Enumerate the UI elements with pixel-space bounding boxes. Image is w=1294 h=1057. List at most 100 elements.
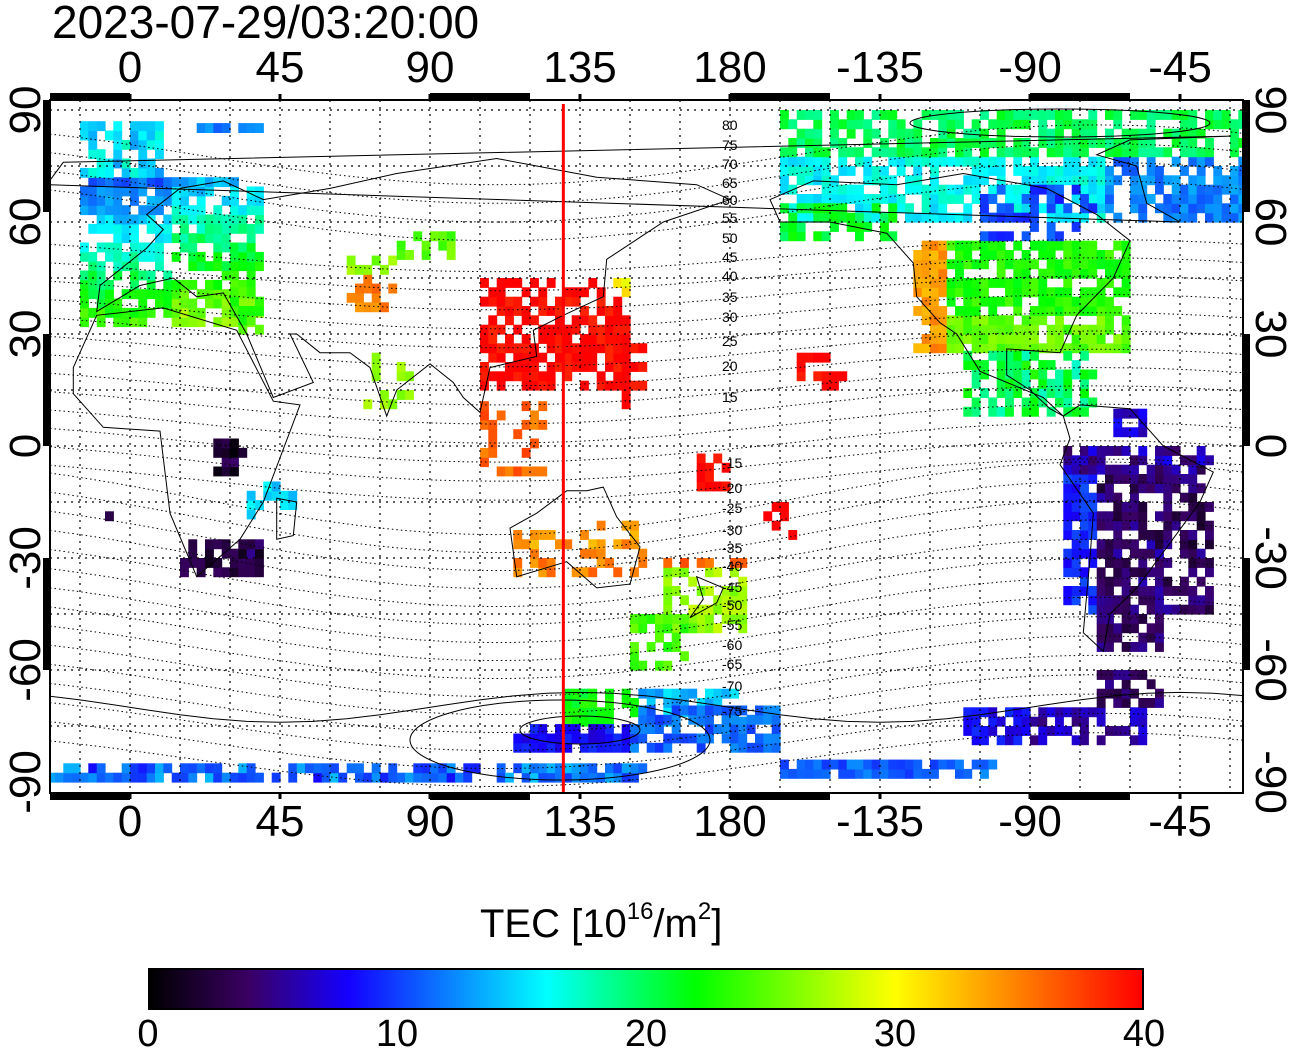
tec-cell: [505, 306, 514, 316]
tec-cell: [1046, 259, 1056, 270]
tec-cell: [1138, 642, 1148, 652]
tec-cell: [513, 352, 523, 363]
tec-cell: [1105, 520, 1114, 531]
tec-cell: [346, 763, 356, 774]
tec-cell: [1121, 343, 1131, 354]
tec-cell: [546, 763, 556, 774]
tec-cell: [971, 369, 981, 380]
tec-cell: [130, 317, 139, 328]
tec-cell: [1063, 530, 1073, 540]
tec-cell: [130, 167, 139, 178]
mlat-contour: [50, 143, 1243, 204]
tec-cell: [171, 214, 181, 225]
tec-cell: [146, 167, 156, 178]
tec-cell: [571, 324, 581, 335]
tec-cell: [1063, 212, 1073, 223]
tec-cell: [863, 194, 873, 204]
tec-cell: [488, 315, 498, 326]
tec-cell: [580, 772, 589, 783]
tec-cell: [205, 558, 214, 568]
frame-band: [1030, 93, 1130, 100]
tec-cell: [313, 772, 323, 783]
tec-cell: [680, 733, 689, 744]
tec-cell: [605, 707, 614, 718]
tec-cell: [955, 156, 964, 167]
tec-cell: [1196, 502, 1206, 512]
tec-cell: [880, 110, 889, 120]
tec-cell: [1071, 222, 1081, 232]
tec-cell: [663, 567, 673, 578]
tec-cell: [1105, 679, 1114, 690]
tec-cell: [1088, 128, 1098, 139]
tec-cell: [1180, 138, 1189, 148]
tec-cell: [1196, 483, 1206, 494]
tec-cell: [680, 705, 689, 716]
tec-cell: [205, 298, 214, 309]
tec-cell: [1138, 632, 1148, 643]
tec-cell: [121, 214, 131, 225]
tec-cell: [1088, 203, 1098, 214]
tec-cell: [621, 772, 631, 783]
tec-cell: [755, 705, 764, 716]
frame-band: [43, 558, 50, 670]
tec-cell: [196, 763, 206, 774]
tec-cell: [938, 119, 948, 130]
tec-cell: [121, 317, 131, 328]
tec-cell: [1113, 530, 1123, 540]
tec-cell: [1230, 212, 1239, 223]
tec-cell: [571, 567, 581, 578]
tec-cell: [1180, 539, 1189, 550]
tec-cell: [1055, 147, 1064, 158]
tec-cell: [1238, 203, 1243, 214]
tec-cell: [980, 278, 989, 288]
tec-cell: [1121, 520, 1131, 531]
tec-cell: [413, 231, 423, 242]
tec-cell: [1155, 464, 1164, 475]
tec-cell: [1138, 110, 1148, 120]
tec-cell: [980, 768, 989, 779]
tec-cell: [405, 371, 414, 382]
tec-cell: [563, 772, 573, 783]
tec-cell: [138, 139, 148, 150]
tec-cell: [688, 705, 698, 716]
tec-cell: [1080, 250, 1089, 260]
tec-cell: [571, 296, 581, 307]
tec-cell: [705, 472, 714, 482]
tec-cell: [1038, 278, 1048, 288]
tec-cell: [1005, 287, 1014, 298]
tec-cell: [846, 768, 856, 779]
tec-cell: [230, 567, 239, 578]
tec-cell: [1063, 455, 1073, 466]
tec-cell: [171, 289, 181, 300]
tec-cell: [505, 315, 514, 326]
tec-cell: [938, 334, 948, 344]
tec-cell: [246, 123, 256, 133]
tec-cell: [555, 362, 564, 372]
tec-cell: [196, 123, 206, 133]
tec-cell: [196, 317, 206, 328]
tec-cell: [555, 306, 564, 316]
tec-cell: [1063, 119, 1073, 130]
tec-cell: [546, 558, 556, 568]
tec-cell: [805, 212, 814, 223]
tec-cell: [446, 250, 456, 260]
tec-cell: [796, 128, 806, 139]
tec-cell: [221, 539, 231, 550]
tec-cell: [105, 251, 114, 262]
tec-cell: [638, 705, 648, 716]
y-tick-label-left: 30: [1, 309, 50, 359]
tec-cell: [963, 334, 973, 344]
tec-cell: [480, 401, 489, 412]
tec-cell: [963, 138, 973, 148]
tec-cell: [163, 214, 173, 225]
tec-cell: [755, 733, 764, 744]
tec-cell: [138, 251, 148, 262]
tec-cell: [613, 278, 623, 288]
tec-cell: [96, 167, 106, 178]
tec-cell: [663, 604, 673, 615]
tec-cell: [863, 203, 873, 214]
tec-cell: [196, 177, 206, 188]
tec-cell: [630, 614, 639, 624]
tec-cell: [505, 334, 514, 344]
tec-cell: [96, 298, 106, 309]
